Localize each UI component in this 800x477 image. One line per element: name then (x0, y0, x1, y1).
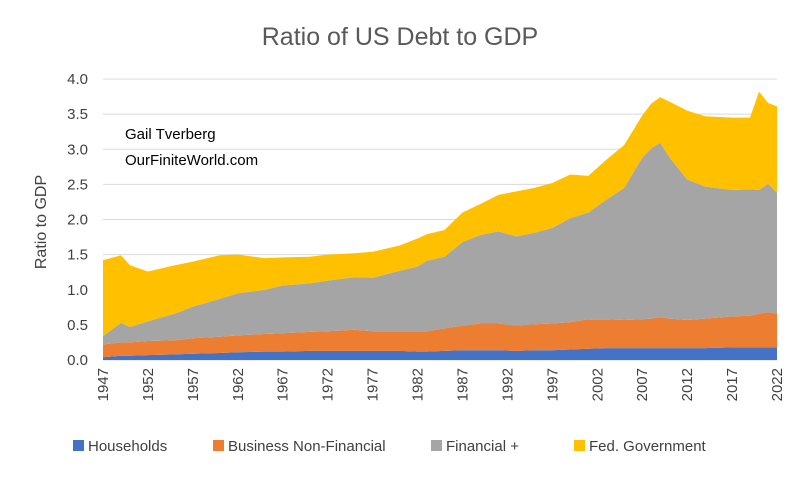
legend: Households Business Non-Financial Financia… (73, 438, 707, 455)
x-tick-label: 2012 (679, 368, 696, 401)
x-tick-label: 2002 (589, 368, 606, 401)
annotation-website: OurFiniteWorld.com (125, 152, 258, 169)
y-tick-label: 3.5 (67, 106, 88, 123)
x-tick-labels: 1947 1952 1957 1962 1967 1972 1977 1982 1987 1992… (95, 368, 786, 401)
y-tick-label: 0.0 (67, 352, 88, 369)
area-financial (103, 142, 777, 345)
y-tick-label: 4.0 (67, 71, 88, 88)
y-tick-label: 2.5 (67, 176, 88, 193)
area-fed-government (103, 91, 777, 337)
y-tick-label: 1.0 (67, 282, 88, 299)
x-tick-label: 1957 (185, 368, 202, 401)
legend-label-financial: Financial + (446, 438, 519, 455)
stacked-areas (103, 91, 777, 360)
legend-swatch-fed-government (574, 440, 585, 451)
x-tick-label: 1952 (140, 368, 157, 401)
annotation-author: Gail Tverberg (125, 126, 216, 143)
x-tick-label: 1997 (544, 368, 561, 401)
legend-label-fed-government: Fed. Government (589, 438, 707, 455)
legend-label-households: Households (88, 438, 167, 455)
y-tick-labels: 0.0 0.5 1.0 1.5 2.0 2.5 3.0 3.5 4.0 (67, 71, 88, 369)
x-tick-label: 1962 (230, 368, 247, 401)
area-households (103, 347, 777, 360)
y-axis-title: Ratio to GDP (33, 175, 50, 269)
x-tick-label: 1947 (95, 368, 112, 401)
legend-swatch-business-non-financial (213, 440, 224, 451)
x-tick-label: 1967 (275, 368, 292, 401)
x-tick-label: 1987 (455, 368, 472, 401)
x-tick-label: 2007 (634, 368, 651, 401)
legend-label-business-non-financial: Business Non-Financial (228, 438, 386, 455)
x-tick-label: 1972 (320, 368, 337, 401)
y-tick-label: 3.0 (67, 141, 88, 158)
y-tick-label: 0.5 (67, 317, 88, 334)
legend-swatch-financial (431, 440, 442, 451)
x-tick-label: 2017 (724, 368, 741, 401)
area-business-non-financial (103, 312, 777, 358)
x-tick-label: 1992 (499, 368, 516, 401)
legend-swatch-households (73, 440, 84, 451)
x-tick-label: 1982 (410, 368, 427, 401)
y-tick-label: 2.0 (67, 212, 88, 229)
chart-title: Ratio of US Debt to GDP (262, 23, 539, 51)
x-tick-label: 1977 (365, 368, 382, 401)
y-tick-label: 1.5 (67, 247, 88, 264)
x-tick-label: 2022 (769, 368, 786, 401)
